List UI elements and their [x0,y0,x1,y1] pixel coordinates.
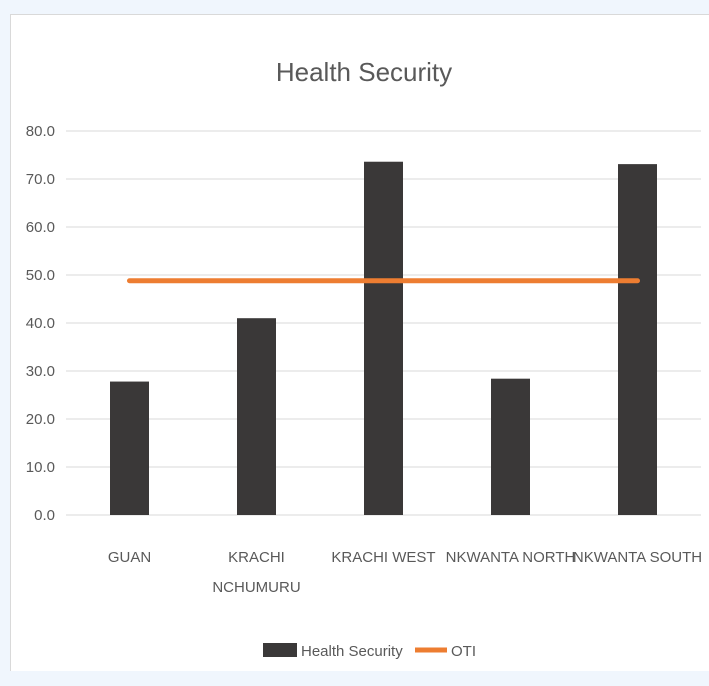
y-axis-labels: 0.0 10.0 20.0 30.0 40.0 50.0 60.0 70.0 80.0 [26,123,55,524]
bar [618,164,657,515]
y-tick-label: 40.0 [26,315,55,332]
x-tick-label: NCHUMURU [212,579,300,596]
chart-svg: Health Security 0.0 10.0 20.0 30.0 40.0 50.0 6… [26,57,702,660]
y-tick-label: 10.0 [26,459,55,476]
x-tick-label: GUAN [108,549,151,566]
x-tick-label: KRACHI WEST [331,549,435,566]
y-tick-label: 70.0 [26,171,55,188]
bar [237,318,276,515]
legend-label-line: OTI [451,643,476,660]
y-tick-label: 60.0 [26,219,55,236]
y-tick-label: 80.0 [26,123,55,140]
legend-label-bar: Health Security [301,643,403,660]
bar [491,378,530,515]
y-tick-label: 50.0 [26,267,55,284]
x-axis-labels: GUAN KRACHI NCHUMURU KRACHI WEST NKWANTA NOR… [108,549,702,596]
chart-panel: Health Security 0.0 10.0 20.0 30.0 40.0 50.0 6… [10,14,709,671]
bar-series [110,161,657,515]
y-tick-label: 30.0 [26,363,55,380]
legend-swatch-bar [263,643,297,657]
y-tick-label: 0.0 [34,507,55,524]
x-tick-label: KRACHI [228,549,285,566]
x-tick-label: NKWANTA SOUTH [573,549,702,566]
y-tick-label: 20.0 [26,411,55,428]
bar [110,381,149,515]
bar [364,161,403,515]
legend: Health Security OTI [263,643,476,660]
x-tick-label: NKWANTA NORTH [446,549,576,566]
chart-title: Health Security [276,57,452,87]
